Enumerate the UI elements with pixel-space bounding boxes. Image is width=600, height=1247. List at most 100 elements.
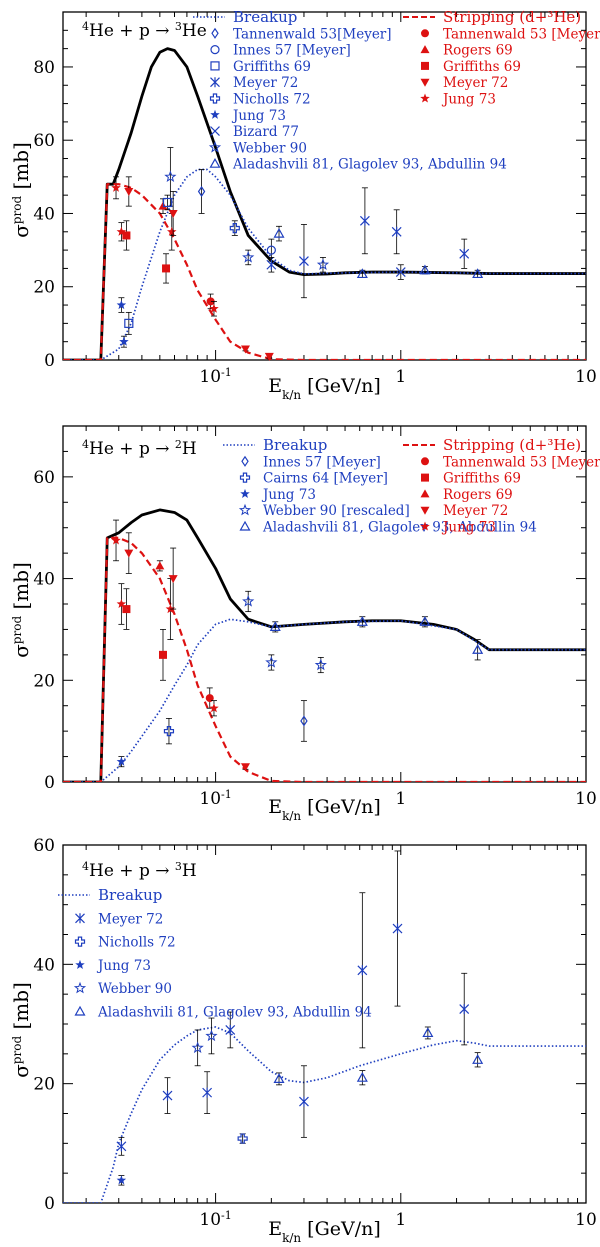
y-tick-label: 60 — [33, 836, 55, 856]
data-point — [111, 535, 121, 545]
legend-label: Bizard 77 — [233, 124, 299, 140]
legend-label: Breakup — [263, 436, 327, 454]
legend-marker — [73, 981, 87, 994]
legend-marker — [74, 1005, 86, 1016]
legend-marker — [420, 489, 430, 498]
legend-marker — [75, 913, 85, 924]
data-point — [111, 182, 121, 192]
data-point — [391, 226, 402, 237]
data-point — [264, 352, 274, 361]
legend-marker — [211, 27, 219, 39]
y-tick-label: 80 — [33, 58, 55, 78]
y-axis-label: σprod [mb] — [9, 562, 33, 658]
reaction-title: 4He + p → 2H — [82, 438, 197, 460]
data-point — [191, 1041, 204, 1054]
data-point — [162, 197, 173, 208]
legend-label: Jung 73 — [441, 92, 496, 108]
series-total-curve — [63, 47, 586, 360]
data-point — [225, 1024, 236, 1035]
y-axis-label: σprod [mb] — [9, 142, 33, 238]
x-axis-label: Ek/n [GeV/n] — [268, 375, 381, 402]
data-point — [205, 694, 214, 703]
data-point — [242, 251, 255, 263]
data-point — [116, 226, 127, 236]
legend-label: Webber 90 — [233, 140, 307, 156]
data-point — [266, 245, 276, 255]
data-point — [162, 264, 171, 273]
data-point — [273, 227, 285, 238]
data-point — [209, 703, 219, 713]
data-point — [167, 226, 177, 236]
y-tick-label: 40 — [33, 204, 55, 224]
legend-marker — [239, 520, 251, 531]
y-tick-label: 60 — [33, 468, 55, 488]
data-point — [165, 604, 176, 614]
legend-label: Stripping (d+³He) — [443, 8, 581, 26]
data-point — [209, 303, 219, 313]
data-point — [356, 1071, 368, 1082]
legend-marker — [210, 109, 220, 119]
series-breakup-curve — [63, 168, 586, 360]
data-point — [124, 549, 134, 558]
data-point — [265, 656, 278, 668]
legend-label: Breakup — [98, 886, 162, 904]
legend-label: Jung 73 — [231, 108, 286, 124]
series-stripping-curve — [63, 536, 586, 782]
data-point — [472, 268, 484, 279]
data-point — [168, 575, 178, 584]
y-tick-label: 20 — [33, 278, 55, 298]
data-point — [472, 644, 484, 654]
legend-marker — [420, 45, 430, 54]
series-breakup-curve — [63, 1026, 586, 1203]
legend-label: Webber 90 [rescaled] — [263, 503, 410, 519]
reaction-title: 4He + p → 3H — [82, 860, 197, 882]
legend-label: Aladashvili 81, Glagolev 93, Abdullin 94 — [232, 157, 507, 173]
legend-marker — [420, 521, 430, 531]
data-point — [356, 268, 368, 279]
legend-marker — [210, 77, 220, 88]
y-tick-label: 0 — [44, 351, 55, 371]
legend-marker — [420, 506, 430, 515]
reaction-title: 4He + p → 3He — [82, 20, 207, 42]
legend-label: Breakup — [233, 8, 297, 26]
data-point — [205, 1029, 218, 1042]
legend-marker — [421, 29, 429, 38]
legend-label: Griffiths 69 — [443, 59, 521, 75]
legend-label: Nicholls 72 — [98, 935, 176, 951]
legend-label: Meyer 72 — [443, 503, 508, 519]
chart-panel-2: 10-1 1 10 0 20 40 60 Ek/n [GeV/n] σprod [mb] 4He … — [9, 425, 600, 823]
x-tick-label: 10 — [575, 367, 597, 387]
data-point — [314, 658, 327, 671]
legend-marker — [210, 126, 220, 137]
data-point — [168, 209, 178, 218]
legend-label: Griffiths 69 — [443, 471, 521, 487]
data-point — [116, 599, 127, 609]
series-breakup-curve — [63, 618, 586, 782]
data-point — [240, 345, 250, 354]
data-point — [164, 170, 177, 183]
legend-marker — [240, 488, 250, 498]
data-point — [269, 621, 281, 631]
legend-label: Meyer 72 — [233, 75, 298, 91]
legend-label: Jung 73 — [441, 520, 496, 536]
data-point — [122, 231, 131, 240]
x-tick-label: 1 — [395, 789, 406, 809]
legend-marker — [238, 503, 252, 516]
legend-label: Jung 73 — [96, 958, 151, 974]
legend-label: Nicholls 72 — [233, 92, 311, 108]
legend-label: Aladashvili 81, Glagolev 93, Abdullin 94 — [262, 520, 537, 536]
data-point — [116, 300, 127, 310]
legend-label: Griffiths 69 — [233, 59, 311, 75]
data-point — [158, 650, 167, 659]
x-tick-label: 1 — [395, 367, 406, 387]
data-point — [162, 1090, 173, 1101]
data-point — [163, 726, 175, 737]
data-point — [202, 1087, 213, 1098]
y-tick-label: 40 — [33, 570, 55, 590]
legend-marker — [241, 455, 249, 467]
legend-label: Tannenwald 53 [Meyer] — [443, 26, 600, 42]
legend-label: Webber 90 — [98, 981, 172, 997]
legend-marker — [75, 959, 85, 969]
data-point — [299, 1096, 309, 1107]
data-point — [273, 1073, 285, 1083]
